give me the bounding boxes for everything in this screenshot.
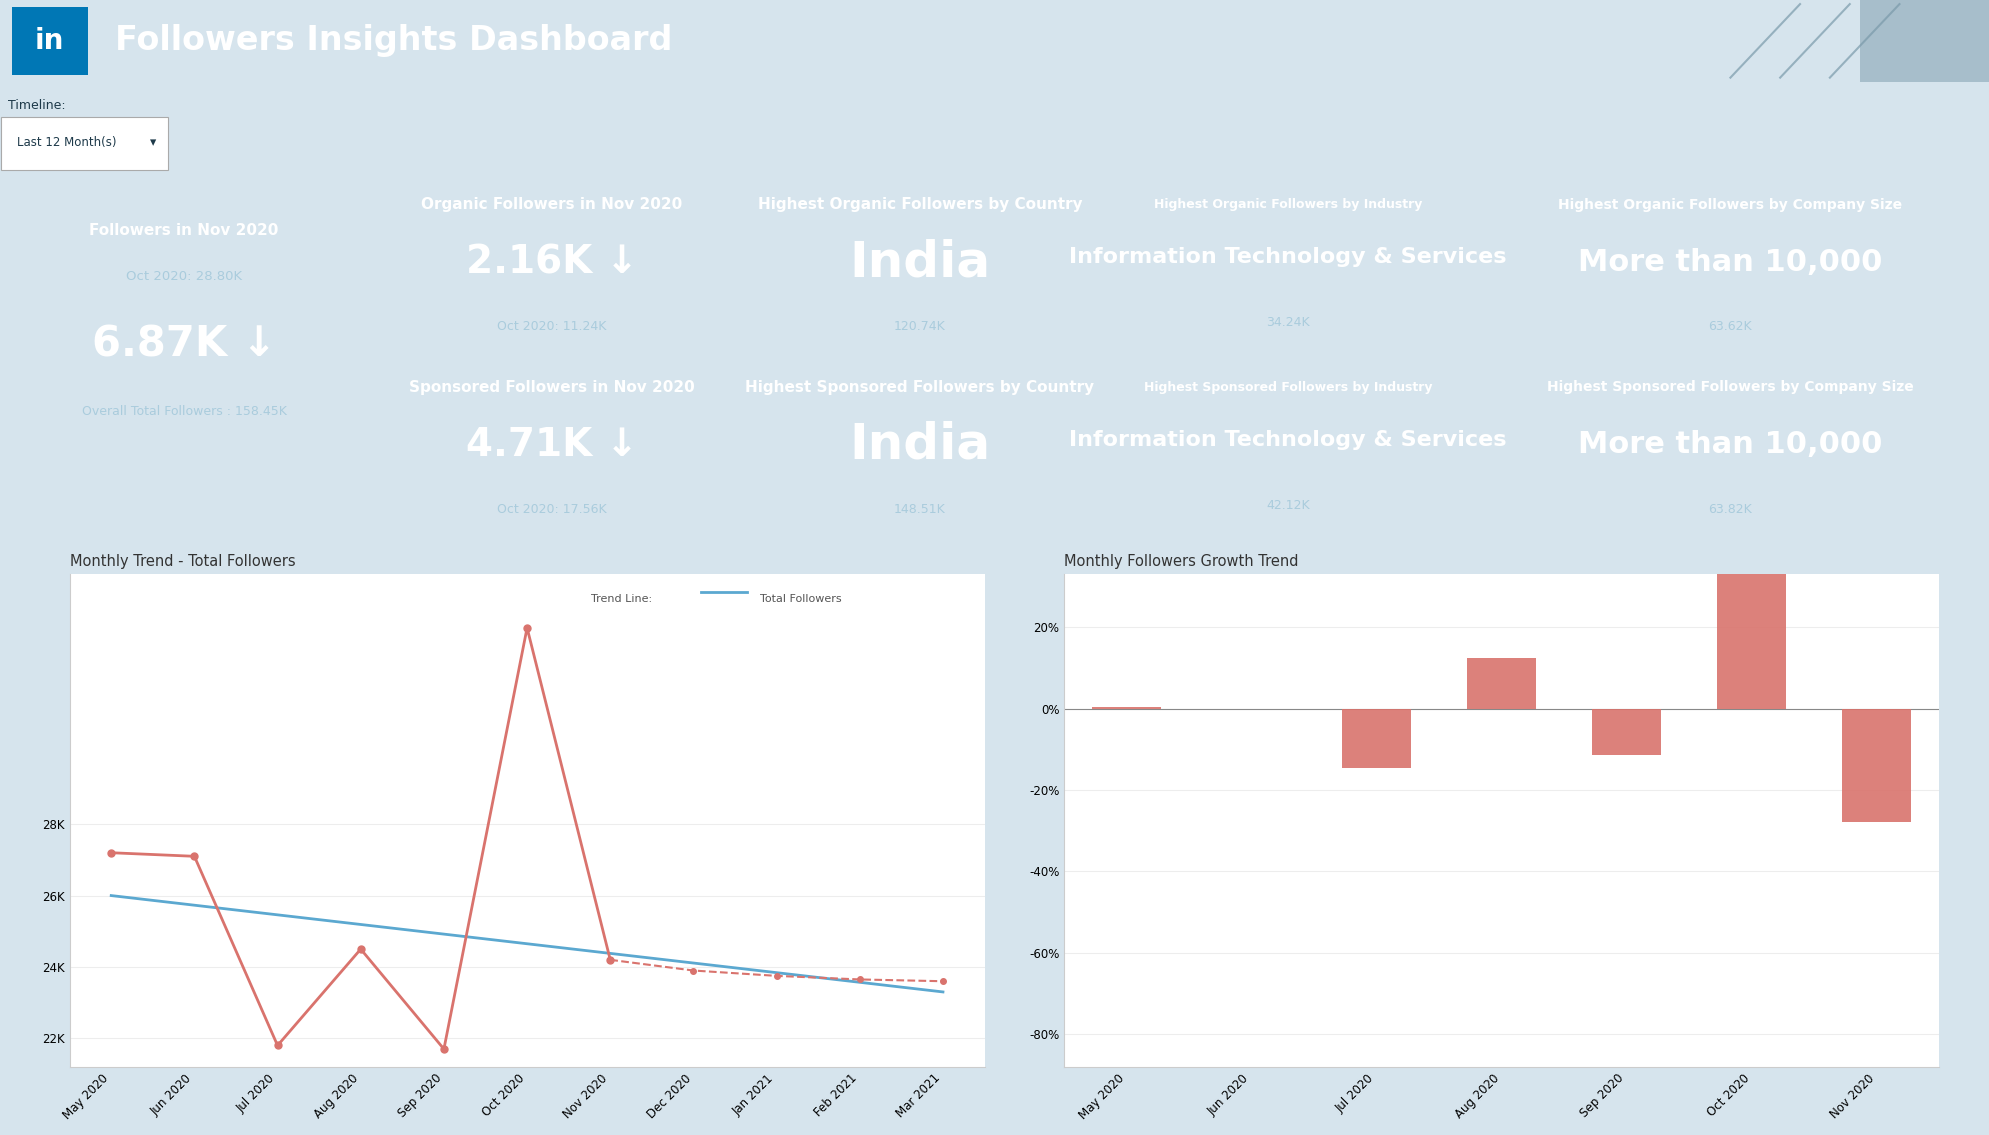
Text: More than 10,000: More than 10,000 — [1577, 247, 1884, 277]
Text: Organic Followers in Nov 2020: Organic Followers in Nov 2020 — [422, 197, 682, 212]
Text: Oct 2020: 11.24K: Oct 2020: 11.24K — [497, 320, 607, 333]
Bar — [1717, 488, 1786, 708]
Text: Followers Insights Dashboard: Followers Insights Dashboard — [115, 24, 672, 58]
Text: Trend Line:: Trend Line: — [591, 594, 652, 604]
Text: Highest Organic Followers by Industry: Highest Organic Followers by Industry — [1154, 199, 1422, 211]
Text: Followers in Nov 2020: Followers in Nov 2020 — [90, 222, 278, 237]
Bar — [1842, 708, 1911, 822]
FancyBboxPatch shape — [12, 7, 88, 75]
Text: 4.71K ↓: 4.71K ↓ — [465, 426, 638, 464]
Text: 34.24K: 34.24K — [1267, 317, 1309, 329]
FancyBboxPatch shape — [2, 117, 169, 169]
Text: ▾: ▾ — [149, 136, 155, 149]
Text: Highest Organic Followers by Country: Highest Organic Followers by Country — [758, 197, 1082, 212]
Text: in: in — [36, 27, 64, 54]
Bar — [1593, 708, 1661, 755]
Text: 63.82K: 63.82K — [1709, 503, 1752, 515]
Bar — [1092, 707, 1162, 708]
Text: More than 10,000: More than 10,000 — [1577, 430, 1884, 460]
Text: Monthly Followers Growth Trend: Monthly Followers Growth Trend — [1064, 554, 1299, 569]
Text: Highest Organic Followers by Company Size: Highest Organic Followers by Company Siz… — [1557, 197, 1903, 212]
Text: Information Technology & Services: Information Technology & Services — [1070, 429, 1506, 449]
Text: 63.62K: 63.62K — [1709, 320, 1752, 333]
Text: Overall Total Followers : 158.45K: Overall Total Followers : 158.45K — [82, 405, 286, 419]
Text: Information Technology & Services: Information Technology & Services — [1070, 246, 1506, 267]
Text: India: India — [849, 238, 991, 286]
Text: India: India — [849, 421, 991, 469]
Bar — [1343, 708, 1410, 767]
Text: Sponsored Followers in Nov 2020: Sponsored Followers in Nov 2020 — [410, 380, 694, 395]
Text: Total Followers: Total Followers — [760, 594, 841, 604]
Bar — [1468, 658, 1536, 708]
Text: 2.16K ↓: 2.16K ↓ — [465, 243, 638, 281]
Text: Highest Sponsored Followers by Industry: Highest Sponsored Followers by Industry — [1144, 381, 1432, 394]
Text: Oct 2020: 17.56K: Oct 2020: 17.56K — [497, 503, 607, 515]
Text: Highest Sponsored Followers by Country: Highest Sponsored Followers by Country — [746, 380, 1094, 395]
Text: 148.51K: 148.51K — [893, 503, 947, 515]
Text: 120.74K: 120.74K — [893, 320, 947, 333]
Text: 6.87K ↓: 6.87K ↓ — [91, 323, 276, 365]
Text: Monthly Trend - Total Followers: Monthly Trend - Total Followers — [70, 554, 294, 569]
Text: Oct 2020: 28.80K: Oct 2020: 28.80K — [125, 270, 243, 283]
FancyBboxPatch shape — [1860, 0, 1989, 82]
Text: Highest Sponsored Followers by Company Size: Highest Sponsored Followers by Company S… — [1547, 380, 1913, 395]
Text: 42.12K: 42.12K — [1267, 499, 1309, 512]
Text: Last 12 Month(s): Last 12 Month(s) — [18, 136, 117, 149]
Text: Timeline:: Timeline: — [8, 99, 66, 112]
